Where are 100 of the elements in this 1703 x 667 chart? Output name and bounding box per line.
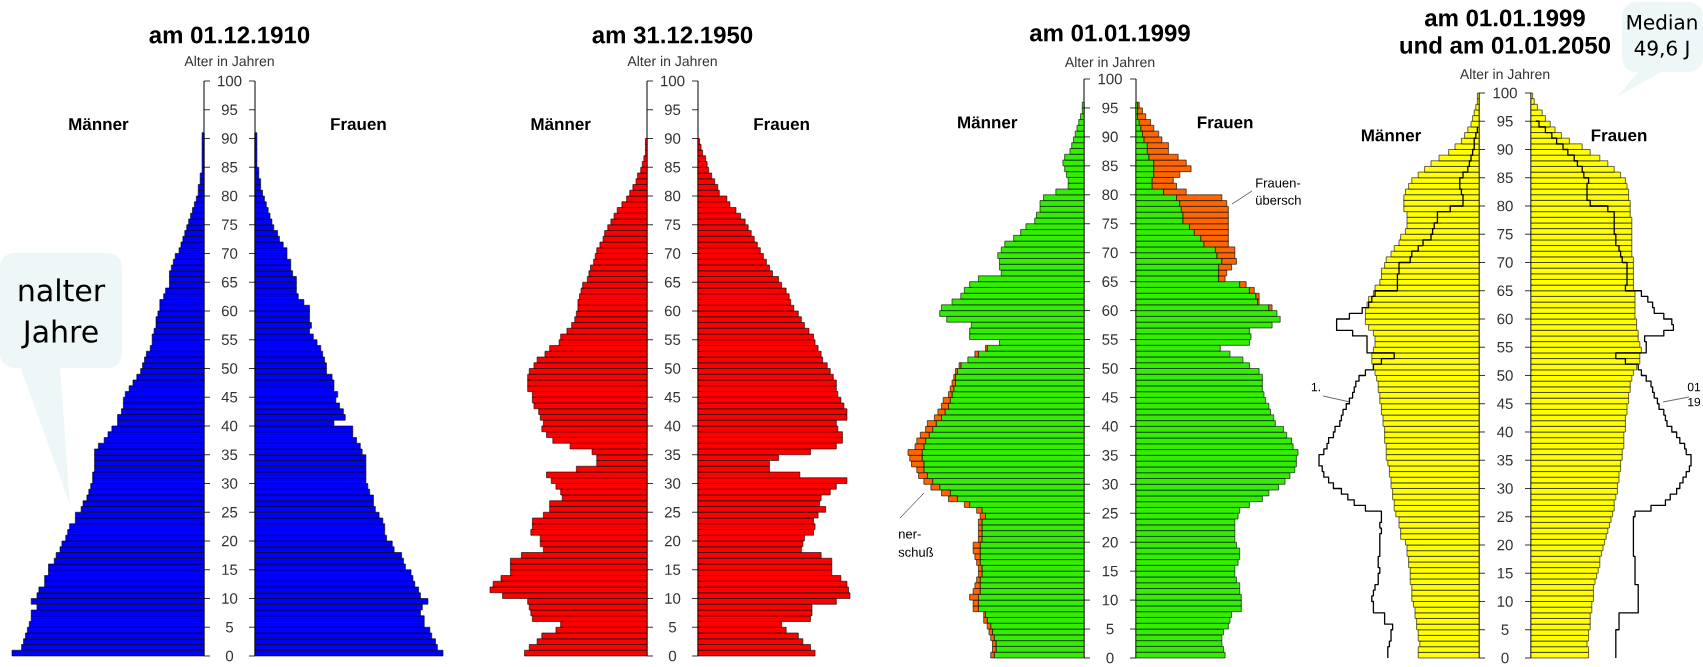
y-tick-label: 10: [665, 593, 681, 604]
y-tick-label: 25: [1497, 511, 1513, 523]
y-tick-label: 95: [221, 104, 238, 116]
y-tick-label: 0: [1501, 652, 1509, 664]
y-axis-title: Alter in Jahren: [1459, 68, 1550, 80]
y-tick-label: 85: [1102, 160, 1118, 172]
y-tick-label: 90: [221, 133, 238, 144]
text: Männer: [958, 116, 1018, 129]
text: 49,6 J: [1634, 40, 1689, 60]
y-tick-label: 0: [668, 650, 677, 662]
y-tick-label: 25: [664, 506, 681, 518]
y-tick-label: 50: [1497, 370, 1513, 381]
y-tick-label: 90: [1102, 131, 1118, 143]
y-tick-label: 95: [664, 104, 681, 116]
annotation: 01: [1687, 382, 1701, 392]
y-tick-label: 0: [225, 650, 234, 662]
y-tick-label: 80: [664, 190, 681, 202]
text: Frauen: [1197, 116, 1253, 129]
y-tick-label: 75: [221, 219, 238, 230]
y-tick-label: 65: [664, 276, 681, 288]
chart-title: am 31.12.1950: [592, 26, 753, 44]
y-tick-label: 50: [664, 363, 681, 374]
text: Männer: [531, 118, 591, 131]
annotation: übersch: [1256, 195, 1301, 205]
y-tick-label: 30: [664, 478, 681, 489]
y-tick-label: 40: [1497, 426, 1513, 438]
y-axis-title: Alter in Jahren: [184, 55, 274, 67]
series-label: Männer: [1361, 129, 1421, 142]
y-tick-label: 0: [1106, 652, 1114, 664]
annotation: Frauen-: [1256, 178, 1301, 188]
y-tick-label: 50: [221, 363, 238, 374]
y-tick-label: 5: [1106, 623, 1114, 635]
series-label: Frauen: [1591, 129, 1647, 142]
y-tick-label: 15: [665, 564, 681, 575]
annotation: ner-: [899, 531, 921, 539]
y-tick-label: 70: [664, 248, 681, 259]
y-tick-label: 45: [664, 392, 681, 403]
y-tick-label: 95: [1497, 115, 1513, 127]
y-tick-label: 80: [1497, 200, 1513, 212]
y-tick-label: 95: [1102, 102, 1118, 114]
y-tick-label: 30: [1102, 478, 1118, 490]
y-tick-label: 20: [1497, 539, 1513, 551]
y-tick-label: 10: [222, 593, 238, 604]
y-tick-label: 75: [1102, 218, 1118, 229]
y-tick-label: 55: [221, 334, 238, 345]
y-tick-label: 45: [221, 392, 238, 403]
y-axis-title: Alter in Jahren: [627, 55, 717, 67]
y-tick-label: 30: [1497, 483, 1513, 494]
y-tick-label: 40: [1102, 421, 1118, 432]
annotation: nalter: [19, 278, 106, 302]
y-tick-label: 50: [1102, 363, 1118, 374]
y-tick-label: 60: [1497, 313, 1513, 325]
annotation: 1.: [1311, 382, 1320, 392]
y-tick-label: 5: [225, 622, 234, 633]
y-tick-label: 55: [1102, 334, 1118, 345]
y-tick-label: 20: [664, 535, 681, 547]
y-tick-label: 30: [221, 478, 238, 489]
text: Median: [1627, 14, 1697, 30]
y-tick-label: 85: [1497, 172, 1513, 184]
text: Frauen: [754, 118, 809, 131]
y-tick-label: 80: [221, 190, 238, 202]
y-tick-label: 80: [1102, 189, 1118, 201]
y-tick-label: 70: [1102, 247, 1118, 258]
y-tick-label: 45: [1497, 398, 1513, 409]
text: Männer: [69, 118, 129, 131]
y-tick-label: 60: [221, 305, 238, 317]
y-tick-label: 10: [1102, 594, 1118, 606]
y-tick-label: 90: [1497, 144, 1513, 155]
y-tick-label: 40: [221, 420, 238, 432]
y-tick-label: 35: [664, 449, 681, 461]
y-tick-label: 65: [221, 276, 238, 288]
y-tick-label: 55: [1497, 342, 1513, 353]
chart-subtitle: und am 01.01.2050: [1400, 36, 1611, 54]
y-tick-label: 70: [1497, 257, 1513, 268]
y-tick-label: 25: [1102, 507, 1118, 519]
annotation: 19: [1688, 397, 1701, 407]
y-axis-title: Alter in Jahren: [1064, 56, 1155, 68]
y-tick-label: 40: [664, 420, 681, 432]
annotation: Jahre: [21, 319, 98, 349]
y-tick-label: 75: [664, 219, 681, 230]
y-tick-label: 15: [1102, 565, 1118, 577]
y-tick-label: 65: [1102, 276, 1118, 287]
y-tick-label: 85: [664, 161, 681, 173]
y-tick-label: 100: [661, 75, 685, 87]
y-tick-label: 100: [1493, 87, 1517, 99]
annotation: schuß: [898, 547, 934, 557]
y-tick-label: 70: [221, 248, 238, 259]
y-tick-label: 5: [668, 622, 677, 633]
chart-title: am 01.01.1999: [1029, 24, 1190, 42]
y-tick-label: 65: [1497, 285, 1513, 297]
y-tick-label: 90: [664, 133, 681, 144]
y-tick-label: 35: [1102, 450, 1118, 461]
y-tick-label: 85: [221, 161, 238, 173]
y-tick-label: 5: [1501, 624, 1509, 635]
text: Frauen: [331, 118, 386, 131]
y-tick-label: 100: [1098, 73, 1122, 85]
y-tick-label: 45: [1102, 392, 1118, 403]
y-tick-label: 10: [1497, 596, 1513, 607]
chart-title: am 01.12.1910: [149, 26, 310, 44]
y-tick-label: 20: [221, 535, 238, 547]
